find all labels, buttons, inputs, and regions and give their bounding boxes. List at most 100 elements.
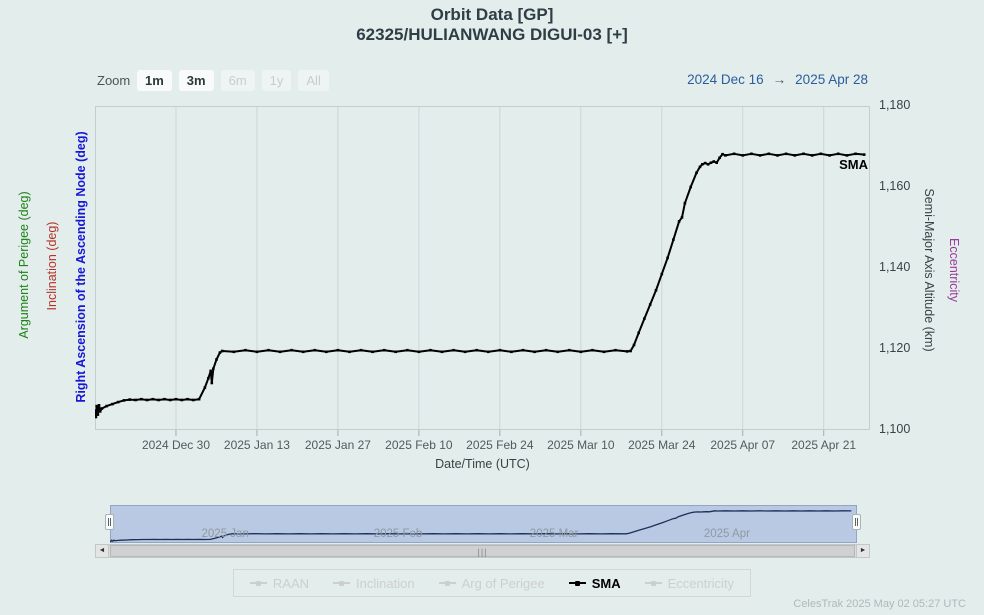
sma-data-point[interactable] <box>151 397 155 401</box>
range-to-input[interactable]: 2025 Apr 28 <box>795 72 868 87</box>
sma-data-point[interactable] <box>463 350 467 354</box>
sma-data-point[interactable] <box>510 350 513 354</box>
sma-data-point[interactable] <box>625 350 629 353</box>
scrollbar-left-arrow-icon[interactable]: ◄ <box>95 544 109 558</box>
sma-data-point[interactable] <box>406 348 409 352</box>
sma-data-point[interactable] <box>767 152 771 156</box>
sma-data-point[interactable] <box>440 350 444 354</box>
sma-data-point[interactable] <box>290 348 293 352</box>
sma-data-point[interactable] <box>718 156 721 160</box>
sma-data-point[interactable] <box>325 350 328 354</box>
sma-data-point[interactable] <box>556 350 559 354</box>
sma-data-point[interactable] <box>732 152 736 156</box>
legend-item-sma[interactable]: SMA <box>568 576 621 591</box>
sma-data-point[interactable] <box>680 216 684 219</box>
sma-data-point[interactable] <box>632 343 636 347</box>
range-from-input[interactable]: 2024 Dec 16 <box>687 72 764 87</box>
sma-data-point[interactable] <box>207 376 210 380</box>
sma-data-point[interactable] <box>128 398 131 401</box>
sma-data-point[interactable] <box>648 303 652 306</box>
sma-data-point[interactable] <box>544 348 548 352</box>
sma-data-point[interactable] <box>698 165 702 169</box>
zoom-button-1m[interactable]: 1m <box>137 70 172 91</box>
sma-data-point[interactable] <box>93 409 97 412</box>
sma-data-point[interactable] <box>741 154 745 157</box>
sma-data-point[interactable] <box>382 348 386 352</box>
sma-data-point[interactable] <box>244 348 247 352</box>
sma-data-point[interactable] <box>568 348 571 352</box>
sma-data-point[interactable] <box>689 185 692 189</box>
sma-data-point[interactable] <box>215 358 218 361</box>
sma-data-point[interactable] <box>174 397 178 401</box>
sma-data-point[interactable] <box>97 404 101 407</box>
sma-data-point[interactable] <box>487 350 490 354</box>
sma-data-point[interactable] <box>836 152 840 156</box>
sma-data-point[interactable] <box>677 220 681 223</box>
sma-data-point[interactable] <box>828 154 831 157</box>
sma-data-point[interactable] <box>695 171 698 175</box>
sma-data-point[interactable] <box>776 154 779 157</box>
sma-data-point[interactable] <box>614 348 617 352</box>
sma-data-point[interactable] <box>212 367 215 371</box>
sma-data-point[interactable] <box>643 317 646 320</box>
sma-data-point[interactable] <box>712 160 716 163</box>
sma-data-point[interactable] <box>637 331 640 335</box>
sma-data-point[interactable] <box>218 351 222 354</box>
sma-data-point[interactable] <box>784 152 788 156</box>
sma-data-point[interactable] <box>498 348 502 352</box>
sma-data-point[interactable] <box>819 152 823 156</box>
sma-data-point[interactable] <box>452 348 455 352</box>
sma-data-point[interactable] <box>417 350 421 354</box>
sma-data-point[interactable] <box>862 153 866 156</box>
legend-item-arg-of-perigee[interactable]: Arg of Perigee <box>438 576 545 591</box>
sma-data-point[interactable] <box>313 348 317 352</box>
sma-data-point[interactable] <box>100 407 104 410</box>
sma-data-point[interactable] <box>758 154 762 157</box>
sma-data-point[interactable] <box>278 350 282 354</box>
sma-data-point[interactable] <box>336 348 340 352</box>
sma-data-point[interactable] <box>845 154 849 157</box>
navigator-left-handle[interactable] <box>105 514 114 530</box>
legend-item-raan[interactable]: RAAN <box>249 576 309 591</box>
sma-data-point[interactable] <box>709 161 713 164</box>
sma-data-point[interactable] <box>192 398 195 402</box>
sma-data-point[interactable] <box>721 152 724 156</box>
sma-data-point[interactable] <box>96 413 100 416</box>
sma-data-point[interactable] <box>203 386 207 389</box>
sma-data-point[interactable] <box>348 350 351 354</box>
sma-data-point[interactable] <box>98 410 102 413</box>
sma-data-point[interactable] <box>715 161 718 164</box>
sma-data-point[interactable] <box>209 369 212 373</box>
sma-data-point[interactable] <box>706 163 710 166</box>
sma-data-point[interactable] <box>429 348 432 352</box>
sma-data-point[interactable] <box>134 398 137 402</box>
sma-data-point[interactable] <box>802 152 805 156</box>
main-plot-area[interactable] <box>93 106 870 437</box>
sma-data-point[interactable] <box>122 399 126 402</box>
scrollbar-thumb[interactable]: ||| <box>110 545 855 557</box>
sma-data-point[interactable] <box>579 350 583 354</box>
sma-data-point[interactable] <box>157 398 160 402</box>
main-chart-svg[interactable] <box>93 106 870 437</box>
sma-data-point[interactable] <box>703 161 707 165</box>
sma-data-point[interactable] <box>672 238 675 241</box>
sma-data-point[interactable] <box>163 397 166 401</box>
sma-data-point[interactable] <box>810 154 814 157</box>
sma-data-point[interactable] <box>105 404 108 408</box>
sma-data-point[interactable] <box>116 400 120 404</box>
sma-data-point[interactable] <box>145 398 149 402</box>
sma-data-point[interactable] <box>210 381 214 385</box>
sma-data-point[interactable] <box>94 415 98 419</box>
sma-data-point[interactable] <box>140 397 143 401</box>
scrollbar-right-arrow-icon[interactable]: ► <box>856 544 870 558</box>
sma-data-point[interactable] <box>197 397 201 401</box>
legend-item-inclination[interactable]: Inclination <box>333 576 415 591</box>
sma-data-point[interactable] <box>394 350 397 354</box>
sma-data-point[interactable] <box>666 256 669 260</box>
sma-data-point[interactable] <box>220 349 224 353</box>
sma-data-point[interactable] <box>255 350 259 354</box>
sma-data-point[interactable] <box>359 348 363 352</box>
sma-data-point[interactable] <box>660 272 664 276</box>
sma-data-point[interactable] <box>475 348 478 352</box>
navigator-right-handle[interactable] <box>852 514 861 530</box>
